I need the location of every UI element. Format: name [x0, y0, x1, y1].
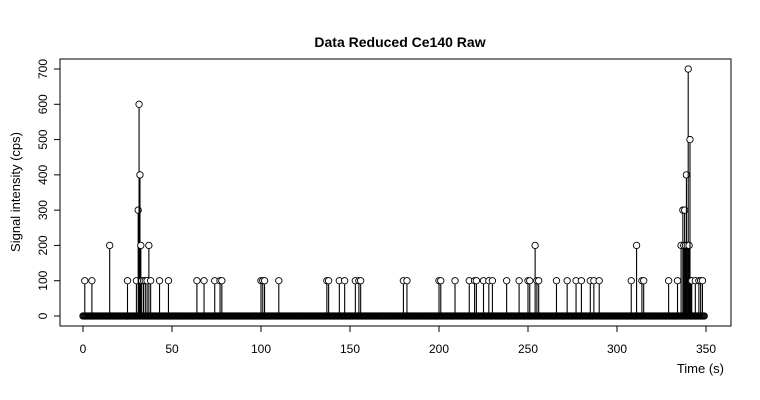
data-point — [664, 277, 673, 285]
data-point — [577, 277, 586, 285]
data-point — [673, 277, 682, 285]
y-tick-label: 200 — [36, 235, 50, 255]
data-point — [472, 277, 481, 285]
data-point — [136, 171, 144, 179]
x-tick-label: 0 — [80, 342, 87, 356]
data-point — [81, 277, 89, 285]
data-point — [595, 277, 603, 285]
data-point — [515, 277, 523, 285]
data-point — [685, 241, 693, 250]
data-point — [632, 241, 641, 250]
data-point — [535, 277, 543, 285]
x-tick-label: 250 — [518, 342, 538, 356]
data-point — [155, 277, 164, 285]
x-axis-label: Time (s) — [677, 361, 724, 376]
y-axis-label: Signal intensity (cps) — [8, 132, 23, 252]
data-point — [640, 277, 648, 285]
y-tick-label: 0 — [36, 312, 50, 319]
y-tick-label: 100 — [36, 270, 50, 290]
data-point — [218, 277, 226, 285]
data-point — [698, 277, 707, 285]
x-tick-label: 300 — [607, 342, 627, 356]
data-point — [403, 277, 411, 285]
baseline-points — [79, 312, 708, 320]
data-point — [686, 135, 694, 144]
data-point — [145, 241, 153, 250]
x-tick-label: 50 — [165, 342, 179, 356]
data-point — [88, 277, 96, 285]
data-point — [200, 277, 208, 285]
y-tick-label: 300 — [36, 200, 50, 220]
data-point — [684, 65, 692, 73]
y-tick-label: 600 — [36, 94, 50, 114]
plot-frame — [59, 58, 732, 327]
data-point — [357, 277, 365, 285]
data-point — [146, 277, 155, 285]
y-tick-label: 700 — [36, 59, 50, 79]
data-point — [563, 277, 571, 285]
x-tick-label: 100 — [251, 342, 271, 356]
data-point — [164, 277, 173, 285]
data-point — [526, 277, 534, 285]
data-point — [135, 100, 143, 108]
data-point — [502, 277, 511, 285]
data-point — [106, 241, 114, 250]
x-tick-label: 150 — [340, 342, 360, 356]
x-tick-label: 350 — [696, 342, 716, 356]
data-point — [275, 277, 283, 285]
chart-title: Data Reduced Ce140 Raw — [314, 34, 485, 50]
data-point — [324, 277, 333, 285]
data-point — [193, 277, 201, 285]
data-point — [531, 241, 539, 250]
data-point — [137, 241, 145, 250]
y-tick-label: 500 — [36, 129, 50, 149]
data-marks — [79, 65, 708, 320]
data-point — [437, 277, 445, 285]
x-tick-label: 200 — [429, 342, 449, 356]
data-point — [123, 277, 132, 285]
series-spikes — [81, 65, 707, 316]
data-point — [488, 277, 497, 285]
data-point — [552, 277, 561, 285]
data-point — [341, 277, 349, 285]
y-axis: 0 100 200 300 400 500 600 700 — [36, 59, 61, 319]
data-point — [260, 277, 269, 285]
data-point — [451, 277, 459, 285]
data-point — [627, 277, 635, 285]
x-axis: 0 50 100 150 200 250 300 350 — [80, 325, 716, 356]
y-tick-label: 400 — [36, 165, 50, 185]
